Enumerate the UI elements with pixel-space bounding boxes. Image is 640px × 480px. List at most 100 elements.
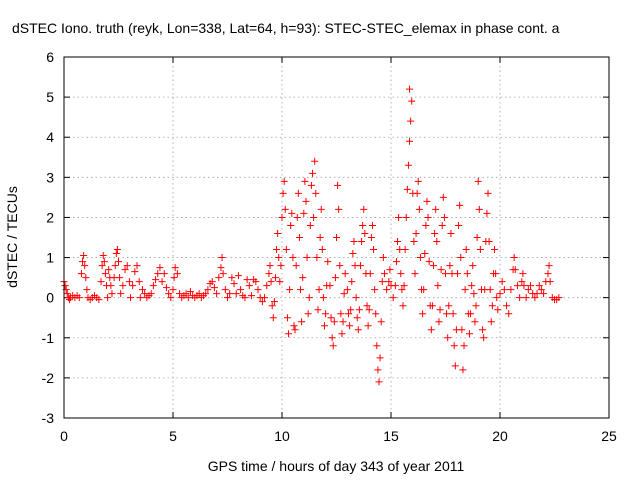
data-point — [491, 246, 499, 254]
data-point — [195, 290, 203, 298]
y-tick-label: 3 — [46, 169, 54, 185]
data-point — [486, 286, 494, 294]
data-point — [348, 278, 356, 286]
data-point — [279, 189, 287, 197]
data-point — [439, 193, 447, 201]
x-axis-title: GPS time / hours of day 343 of year 2011 — [208, 458, 465, 474]
data-point — [341, 270, 349, 278]
data-point — [365, 306, 373, 314]
data-point — [540, 290, 548, 298]
data-point — [107, 282, 115, 290]
data-point — [311, 157, 319, 165]
data-point — [167, 294, 175, 302]
data-point — [446, 262, 454, 270]
data-point — [305, 294, 313, 302]
data-point — [61, 282, 69, 290]
data-point — [438, 221, 446, 229]
data-point — [297, 286, 305, 294]
data-point — [555, 294, 563, 302]
data-point — [321, 322, 329, 330]
data-point — [336, 262, 344, 270]
data-point — [339, 318, 347, 326]
data-point — [338, 330, 346, 338]
data-point — [176, 290, 184, 298]
data-point — [286, 286, 294, 294]
data-point — [131, 268, 139, 276]
data-point — [479, 326, 487, 334]
data-point — [503, 302, 511, 310]
data-point — [234, 272, 242, 280]
data-point — [415, 205, 423, 213]
data-point — [276, 278, 284, 286]
data-point — [219, 270, 227, 278]
data-point — [252, 278, 260, 286]
data-point — [79, 258, 87, 266]
y-tick-label: 6 — [46, 49, 54, 65]
data-point — [232, 290, 240, 298]
data-point — [359, 221, 367, 229]
data-point — [111, 262, 119, 270]
data-point — [416, 254, 424, 262]
data-point — [389, 294, 397, 302]
data-point — [377, 318, 385, 326]
data-point — [152, 276, 160, 284]
y-tick-label: -3 — [42, 410, 55, 426]
data-point — [427, 326, 435, 334]
data-point — [484, 189, 492, 197]
data-point — [301, 177, 309, 185]
data-point — [457, 254, 465, 262]
data-point — [468, 282, 476, 290]
x-tick-label: 10 — [274, 428, 290, 444]
data-point — [226, 290, 234, 298]
data-point — [516, 294, 524, 302]
data-point — [170, 274, 178, 282]
data-point — [133, 262, 141, 270]
chart-title: dSTEC Iono. truth (reyk, Lon=338, Lat=64… — [12, 20, 560, 36]
data-point — [306, 221, 314, 229]
data-point — [401, 246, 409, 254]
data-point — [493, 294, 501, 302]
data-point — [492, 270, 500, 278]
data-point — [383, 286, 391, 294]
y-tick-label: 5 — [46, 89, 54, 105]
data-point — [115, 258, 122, 266]
data-point — [171, 264, 179, 272]
data-point — [353, 314, 361, 322]
data-point — [125, 278, 133, 286]
data-point — [313, 254, 321, 262]
data-point — [488, 302, 496, 310]
data-point — [546, 278, 554, 286]
data-point — [527, 282, 535, 290]
data-point — [307, 181, 315, 189]
data-point — [505, 310, 513, 318]
data-point — [392, 258, 400, 266]
data-point — [463, 270, 471, 278]
data-point — [474, 177, 482, 185]
data-point — [293, 213, 301, 221]
data-point — [295, 234, 303, 241]
data-point — [334, 181, 342, 189]
data-point — [208, 278, 216, 286]
data-point — [408, 97, 416, 105]
data-point — [318, 246, 326, 254]
data-point — [447, 229, 455, 237]
data-point — [112, 250, 120, 258]
data-point — [97, 278, 105, 286]
data-point — [407, 117, 415, 125]
data-point — [428, 302, 436, 310]
data-point — [237, 286, 245, 294]
data-point — [275, 254, 283, 262]
data-point — [545, 262, 553, 270]
data-point — [129, 282, 137, 290]
data-point — [113, 246, 121, 254]
data-point — [154, 270, 162, 278]
data-point — [343, 286, 351, 294]
data-point — [269, 314, 277, 322]
data-point — [370, 246, 378, 254]
y-tick-label: -1 — [42, 330, 55, 346]
data-point — [450, 342, 458, 350]
data-point — [361, 229, 369, 237]
data-point — [419, 310, 427, 318]
data-point — [169, 286, 177, 294]
data-point — [410, 238, 418, 246]
